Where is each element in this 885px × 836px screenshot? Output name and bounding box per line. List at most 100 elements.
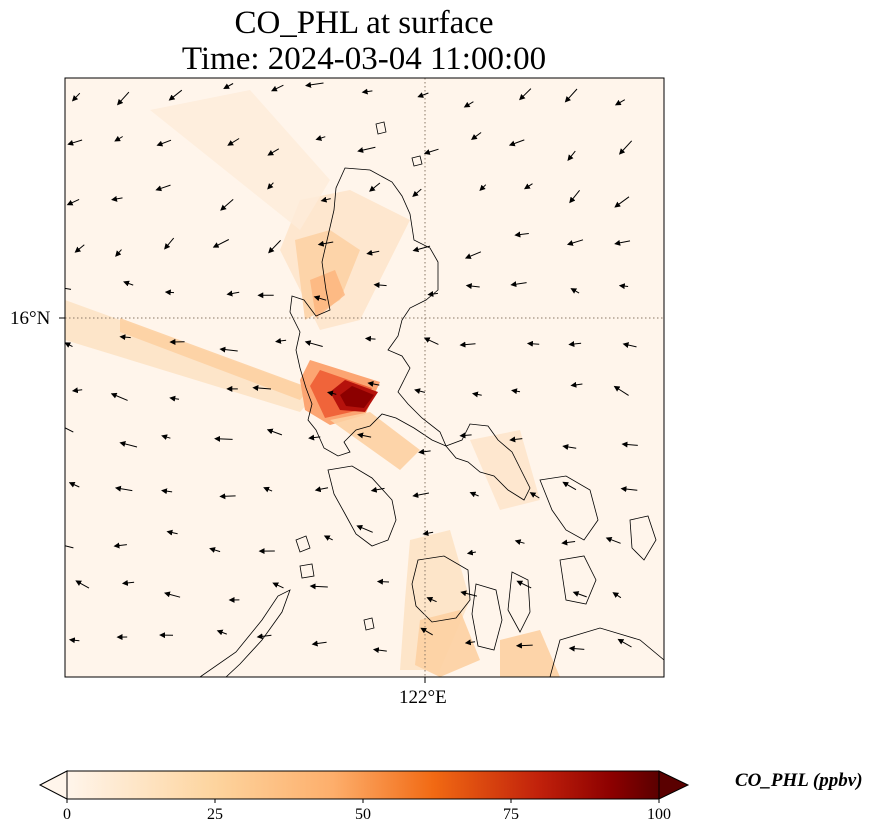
- arrow-icon: [366, 249, 380, 256]
- arrow-icon: [614, 196, 630, 208]
- arrow-icon: [305, 81, 324, 88]
- arrow-icon: [479, 184, 487, 191]
- arrow-icon: [311, 640, 327, 647]
- arrow-icon: [71, 92, 81, 102]
- arrow-icon: [219, 346, 238, 353]
- arrow-icon: [110, 392, 128, 401]
- arrow-icon: [266, 428, 283, 436]
- arrow-icon: [508, 139, 525, 147]
- arrow-icon: [614, 239, 631, 246]
- arrow-icon: [223, 83, 234, 89]
- arrow-icon: [572, 591, 587, 598]
- arrow-icon: [75, 580, 90, 589]
- arrow-icon: [326, 390, 337, 397]
- colorbar-tick-75: 75: [503, 806, 519, 823]
- arrow-icon: [68, 481, 80, 488]
- plot-title-line2: Time: 2024-03-04 11:00:00: [181, 41, 547, 77]
- arrow-icon: [209, 547, 221, 553]
- arrow-icon: [459, 341, 476, 348]
- arrow-icon: [470, 132, 482, 140]
- arrow-icon: [74, 244, 85, 253]
- arrow-icon: [168, 89, 183, 101]
- colorbar-tick-50: 50: [355, 806, 371, 823]
- arrow-icon: [67, 139, 83, 146]
- arrow-icon: [219, 493, 236, 500]
- arrow-icon: [464, 251, 482, 259]
- arrow-icon: [164, 237, 175, 250]
- arrow-icon: [570, 381, 583, 388]
- arrow-icon: [113, 542, 127, 549]
- arrow-icon: [511, 388, 521, 395]
- arrow-icon: [164, 591, 181, 598]
- arrow-icon: [514, 539, 525, 546]
- arrow-icon: [275, 337, 287, 344]
- arrow-icon: [111, 195, 123, 202]
- wind-vectors: [65, 81, 638, 654]
- arrow-icon: [220, 199, 234, 211]
- arrow-icon: [618, 140, 633, 155]
- arrow-icon: [422, 530, 434, 537]
- arrow-icon: [169, 395, 180, 402]
- arrow-icon: [227, 138, 240, 146]
- arrow-icon: [562, 444, 577, 450]
- arrow-icon: [317, 240, 334, 247]
- arrow-icon: [268, 240, 281, 254]
- arrow-icon: [516, 580, 532, 589]
- arrow-icon: [418, 448, 431, 455]
- arrow-icon: [414, 388, 426, 395]
- arrow-icon: [471, 391, 482, 398]
- coastlines: [199, 121, 664, 677]
- arrow-icon: [370, 486, 385, 493]
- arrow-icon: [566, 239, 584, 246]
- arrow-icon: [426, 596, 437, 603]
- arrow-icon: [212, 239, 230, 248]
- arrow-icon: [68, 637, 80, 644]
- arrow-icon: [161, 434, 171, 441]
- arrow-icon: [114, 485, 133, 492]
- arrow-icon: [567, 150, 576, 161]
- arrow-icon: [465, 283, 480, 290]
- arrow-icon: [315, 135, 326, 141]
- arrow-icon: [116, 91, 130, 106]
- arrow-icon: [568, 341, 582, 347]
- arrow-icon: [617, 638, 632, 648]
- arrow-icon: [417, 92, 429, 98]
- arrow-icon: [412, 188, 422, 197]
- arrow-icon: [263, 486, 273, 493]
- arrow-icon: [309, 583, 328, 590]
- arrow-icon: [469, 491, 479, 498]
- arrow-icon: [65, 542, 74, 549]
- arrow-icon: [271, 84, 284, 92]
- arrow-icon: [71, 387, 83, 394]
- arrow-icon: [620, 486, 638, 493]
- arrow-icon: [605, 536, 621, 544]
- plot-title-line1: CO_PHL at surface: [234, 5, 494, 41]
- arrow-icon: [618, 283, 629, 290]
- arrow-icon: [412, 492, 429, 498]
- arrow-icon: [621, 441, 638, 448]
- arrow-icon: [115, 249, 122, 257]
- arrow-icon: [427, 291, 438, 297]
- arrow-icon: [364, 335, 376, 342]
- arrow-icon: [369, 182, 381, 192]
- arrow-icon: [509, 436, 523, 443]
- concentration-field: [65, 90, 560, 677]
- arrow-icon: [420, 627, 433, 636]
- arrow-icon: [267, 182, 274, 190]
- arrow-icon: [272, 582, 284, 589]
- arrow-icon: [123, 280, 134, 287]
- arrow-icon: [464, 639, 476, 646]
- arrow-icon: [564, 88, 578, 103]
- arrow-icon: [529, 492, 540, 499]
- arrow-icon: [523, 183, 533, 190]
- arrow-icon: [613, 385, 629, 396]
- arrow-icon: [412, 245, 431, 253]
- arrow-icon: [372, 647, 387, 654]
- arrow-icon: [361, 88, 373, 95]
- arrow-icon: [460, 590, 478, 597]
- arrow-icon: [216, 629, 227, 636]
- arrow-icon: [357, 146, 376, 153]
- arrow-icon: [256, 633, 272, 640]
- arrow-icon: [561, 539, 576, 546]
- arrow-icon: [519, 88, 532, 101]
